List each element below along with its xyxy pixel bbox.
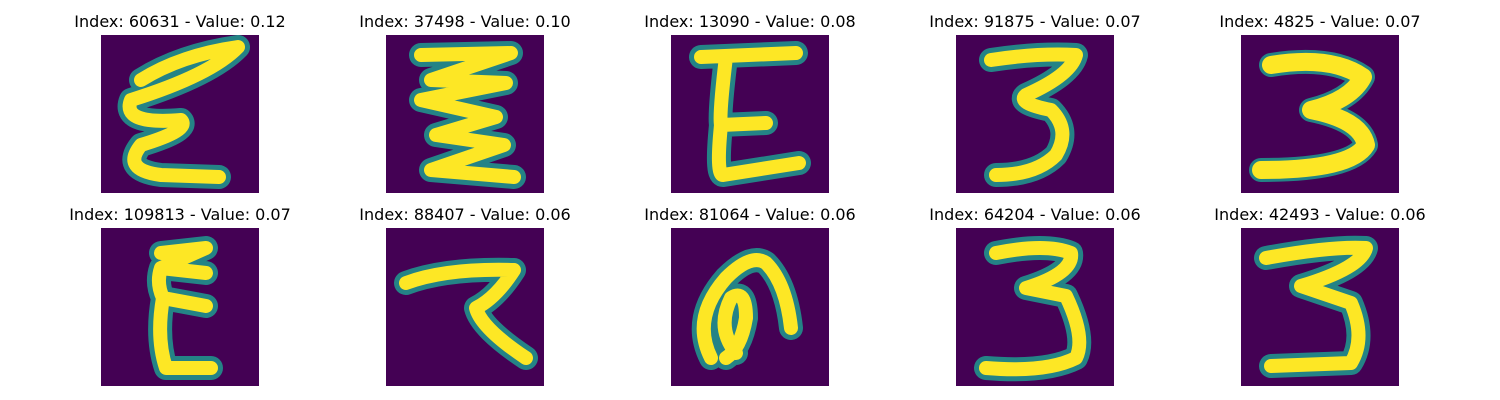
panel-title: Index: 42493 - Value: 0.06	[1214, 205, 1426, 224]
panel-title: Index: 64204 - Value: 0.06	[929, 205, 1141, 224]
panel-title: Index: 109813 - Value: 0.07	[69, 205, 291, 224]
digit-image	[956, 228, 1114, 386]
panel-title: Index: 81064 - Value: 0.06	[644, 205, 856, 224]
digit-image	[386, 35, 544, 193]
panel-title: Index: 88407 - Value: 0.06	[359, 205, 571, 224]
digit-image	[101, 35, 259, 193]
panel-title: Index: 91875 - Value: 0.07	[929, 12, 1141, 31]
panel-title: Index: 4825 - Value: 0.07	[1219, 12, 1421, 31]
panel-title: Index: 60631 - Value: 0.12	[74, 12, 286, 31]
digit-image	[671, 35, 829, 193]
panel-title: Index: 13090 - Value: 0.08	[644, 12, 856, 31]
digit-image	[1241, 228, 1399, 386]
digit-image	[1241, 35, 1399, 193]
digit-image	[101, 228, 259, 386]
digit-image	[956, 35, 1114, 193]
digit-image	[671, 228, 829, 386]
digit-image	[386, 228, 544, 386]
panel-title: Index: 37498 - Value: 0.10	[359, 12, 571, 31]
